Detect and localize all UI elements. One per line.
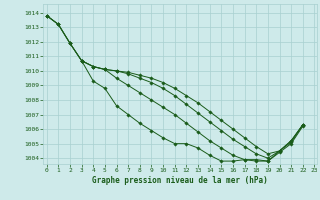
- X-axis label: Graphe pression niveau de la mer (hPa): Graphe pression niveau de la mer (hPa): [92, 176, 268, 185]
